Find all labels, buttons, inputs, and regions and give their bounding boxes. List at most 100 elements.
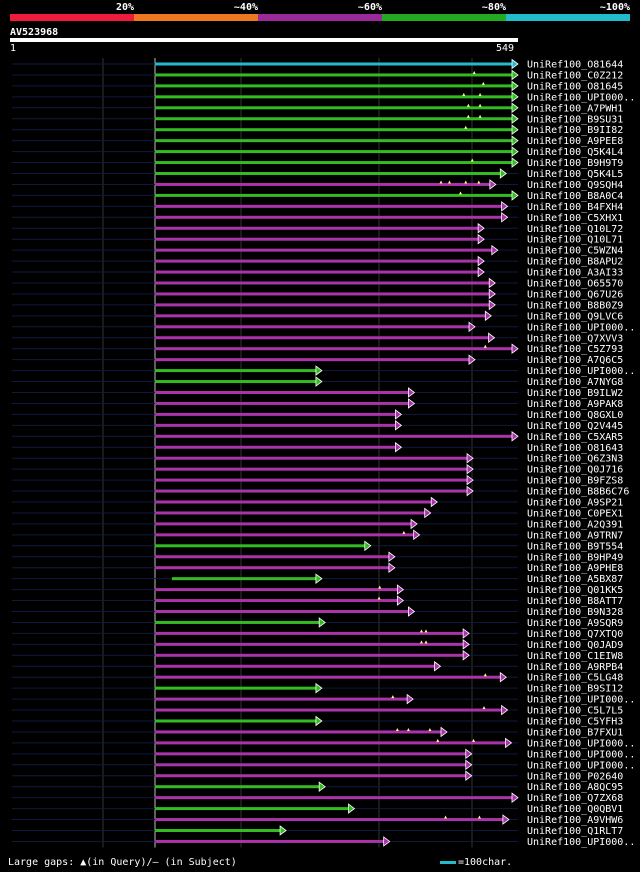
hit-row[interactable]: UniRef100_B9T554: [12, 540, 623, 552]
hit-label[interactable]: UniRef100_B8B0Z9: [527, 300, 623, 311]
hit-row[interactable]: UniRef100_Q8GXL0: [12, 409, 623, 421]
hit-alignment-bar[interactable]: [155, 237, 479, 241]
hit-label[interactable]: UniRef100_C5YFH3: [527, 717, 623, 728]
hit-row[interactable]: UniRef100_Q10L72: [12, 222, 623, 235]
hit-row[interactable]: UniRef100_A9SQR9: [12, 617, 623, 629]
hit-label[interactable]: UniRef100_O65570: [527, 279, 623, 290]
hit-label[interactable]: UniRef100_C5Z793: [527, 344, 623, 355]
hit-alignment-bar[interactable]: [155, 708, 502, 712]
hit-alignment-bar[interactable]: [155, 95, 512, 99]
hit-row[interactable]: UniRef100_A7Q6C5: [12, 354, 623, 366]
hit-row[interactable]: UniRef100_Q6Z3N3: [12, 452, 623, 465]
hit-label[interactable]: UniRef100_P02640: [527, 771, 623, 782]
hit-alignment-bar[interactable]: [155, 369, 316, 373]
hit-label[interactable]: UniRef100_Q0QBV1: [527, 804, 623, 815]
hit-label[interactable]: UniRef100_O81645: [527, 81, 623, 92]
hit-row[interactable]: UniRef100_A7PWH1: [12, 102, 623, 114]
hit-row[interactable]: UniRef100_Q5K4L4: [12, 146, 623, 158]
hit-row[interactable]: UniRef100_C5LG48: [12, 671, 623, 684]
hit-row[interactable]: UniRef100_C5WZN4: [12, 244, 623, 257]
hit-label[interactable]: UniRef100_UPI000..: [527, 738, 635, 749]
hit-alignment-bar[interactable]: [155, 818, 503, 822]
hit-label[interactable]: UniRef100_A8QC95: [527, 782, 623, 793]
hit-row[interactable]: UniRef100_C0PEX1: [12, 507, 623, 519]
hit-label[interactable]: UniRef100_Q7XTQ0: [527, 629, 623, 640]
hit-alignment-bar[interactable]: [155, 752, 466, 756]
hit-alignment-bar[interactable]: [155, 599, 398, 603]
hit-alignment-bar[interactable]: [155, 325, 470, 329]
hit-row[interactable]: UniRef100_Q9SQH4: [12, 179, 623, 191]
hit-alignment-bar[interactable]: [155, 347, 512, 351]
hit-label[interactable]: UniRef100_A9PEE8: [527, 136, 623, 147]
hit-alignment-bar[interactable]: [155, 401, 409, 405]
hit-alignment-bar[interactable]: [171, 577, 316, 581]
hit-label[interactable]: UniRef100_A5BX87: [527, 574, 623, 585]
hit-label[interactable]: UniRef100_B9SU31: [527, 114, 623, 125]
hit-alignment-bar[interactable]: [155, 150, 512, 154]
hit-alignment-bar[interactable]: [155, 544, 365, 548]
hit-alignment-bar[interactable]: [155, 697, 408, 701]
hit-label[interactable]: UniRef100_A9TRN7: [527, 530, 623, 541]
hit-row[interactable]: UniRef100_C5XHX1: [12, 212, 623, 224]
hit-row[interactable]: UniRef100_B9SU31: [12, 113, 623, 125]
hit-alignment-bar[interactable]: [155, 259, 479, 263]
hit-alignment-bar[interactable]: [155, 566, 389, 570]
hit-label[interactable]: UniRef100_Q9SQH4: [527, 180, 623, 191]
hit-label[interactable]: UniRef100_O81644: [527, 60, 623, 71]
hit-label[interactable]: UniRef100_UPI000..: [527, 760, 635, 771]
hit-alignment-bar[interactable]: [155, 664, 435, 668]
hit-alignment-bar[interactable]: [155, 434, 512, 438]
hit-label[interactable]: UniRef100_C5LG48: [527, 673, 623, 684]
hit-row[interactable]: UniRef100_P02640: [12, 770, 623, 782]
hit-label[interactable]: UniRef100_B8ATT7: [527, 596, 623, 607]
hit-row[interactable]: UniRef100_Q2V445: [12, 420, 623, 432]
hit-label[interactable]: UniRef100_A9PHE8: [527, 563, 623, 574]
hit-row[interactable]: UniRef100_Q0QBV1: [12, 803, 623, 815]
hit-alignment-bar[interactable]: [155, 456, 468, 460]
hit-label[interactable]: UniRef100_A7PWH1: [527, 103, 623, 114]
hit-alignment-bar[interactable]: [155, 193, 512, 197]
hit-row[interactable]: UniRef100_C5Z793: [12, 343, 623, 355]
hit-alignment-bar[interactable]: [155, 380, 316, 384]
hit-label[interactable]: UniRef100_A9VHW6: [527, 815, 623, 826]
hit-row[interactable]: UniRef100_A9VHW6: [12, 814, 623, 826]
hit-row[interactable]: UniRef100_B9FZS8: [12, 474, 623, 487]
hit-row[interactable]: UniRef100_B8APU2: [12, 255, 623, 268]
hit-row[interactable]: UniRef100_Q7ZX68: [12, 792, 623, 804]
hit-label[interactable]: UniRef100_B8B6C76: [527, 487, 629, 498]
hit-row[interactable]: UniRef100_B8ATT7: [12, 595, 623, 607]
hit-label[interactable]: UniRef100_B7FXU1: [527, 727, 623, 738]
hit-alignment-bar[interactable]: [155, 829, 281, 832]
hit-row[interactable]: UniRef100_B9ILW2: [12, 387, 623, 399]
hit-row[interactable]: UniRef100_Q5K4L5: [12, 168, 623, 180]
hit-row[interactable]: UniRef100_B9N328: [12, 606, 623, 618]
hit-row[interactable]: UniRef100_O81643: [12, 441, 623, 454]
hit-alignment-bar[interactable]: [155, 117, 512, 121]
hit-row[interactable]: UniRef100_B8A0C4: [12, 190, 623, 202]
hit-alignment-bar[interactable]: [155, 215, 502, 219]
hit-label[interactable]: UniRef100_Q5K4L4: [527, 147, 623, 158]
hit-label[interactable]: UniRef100_A9SQR9: [527, 618, 623, 629]
hit-alignment-bar[interactable]: [155, 248, 492, 252]
hit-alignment-bar[interactable]: [155, 719, 316, 723]
hit-alignment-bar[interactable]: [155, 533, 414, 537]
hit-label[interactable]: UniRef100_A7NYG8: [527, 377, 623, 388]
hit-alignment-bar[interactable]: [155, 226, 479, 230]
hit-label[interactable]: UniRef100_A9PAK8: [527, 399, 623, 410]
hit-row[interactable]: UniRef100_B4FXH4: [12, 201, 623, 213]
hit-alignment-bar[interactable]: [155, 653, 464, 657]
hit-label[interactable]: UniRef100_UPI000..: [527, 749, 635, 760]
hit-row[interactable]: UniRef100_UPI000..: [12, 737, 635, 749]
hit-row[interactable]: UniRef100_Q9LVC6: [12, 310, 623, 322]
hit-label[interactable]: UniRef100_UPI000..: [527, 837, 635, 848]
hit-label[interactable]: UniRef100_C0Z212: [527, 70, 623, 81]
hit-label[interactable]: UniRef100_A3AI33: [527, 268, 623, 279]
hit-row[interactable]: UniRef100_Q7XTQ0: [12, 628, 623, 640]
hit-alignment-bar[interactable]: [155, 172, 501, 175]
hit-alignment-bar[interactable]: [155, 445, 396, 449]
hit-alignment-bar[interactable]: [155, 84, 512, 88]
hit-row[interactable]: UniRef100_A9SP21: [12, 496, 623, 509]
hit-label[interactable]: UniRef100_Q10L71: [527, 235, 623, 246]
hit-row[interactable]: UniRef100_Q01KK5: [12, 584, 623, 596]
hit-label[interactable]: UniRef100_Q7ZX68: [527, 793, 623, 804]
